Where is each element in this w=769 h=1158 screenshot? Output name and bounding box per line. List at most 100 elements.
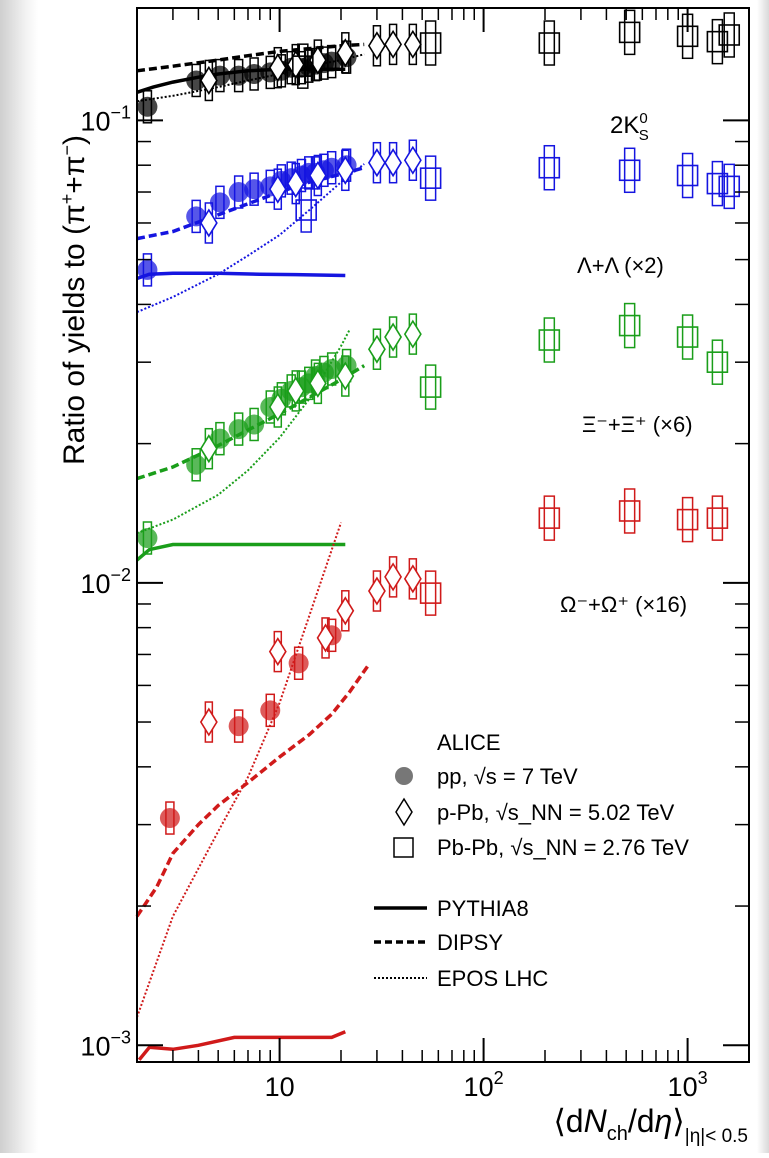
point-ppb [268,392,287,422]
y-tick-label-exp: −2 [110,565,131,585]
y-tick-label: 10−2 [80,565,131,599]
x-axis-title-sub: |η|< 0.5 [685,1126,748,1147]
syst-error-box [623,302,636,349]
point-ppb [199,434,218,464]
x-tick-label-base: 10 [668,1072,698,1102]
point-ppb [268,53,287,83]
point-pbpb [295,199,317,221]
y-axis-title: Ratio of yields to (π++π−) [57,135,91,465]
species-label-k0s-sub: S [639,127,649,144]
species-label-lambda: Λ+Λ (×2) [577,253,664,278]
syst-error-box [723,163,735,210]
y-tick-label-exp: −1 [110,102,131,122]
syst-error-box [681,314,694,360]
point-ppb [367,148,386,178]
point-pp [228,716,249,737]
point-pp [321,358,342,379]
legend-marker-square [393,837,414,858]
point-pbpb [706,351,729,373]
point-pp [244,63,265,84]
point-ppb [384,29,403,59]
syst-error-box [711,339,724,385]
y-tick-label-exp: −3 [110,1027,131,1047]
point-ppb [308,368,327,398]
y-axis-title-main: Ratio of yields to (π [58,204,91,465]
point-ppb [286,376,305,406]
syst-error-box [711,160,724,207]
x-axis-title-ch: ch [607,1123,628,1145]
point-ppb [199,65,218,95]
point-pp [288,653,309,674]
point-ppb [367,576,386,606]
point-ppb [199,208,218,238]
species-label-k0s-main: 2K [610,112,639,139]
syst-error-box [711,495,724,541]
x-axis-title-slash: /d [628,1103,655,1139]
point-pp [228,419,249,440]
syst-error-box [711,18,724,65]
syst-error-box [681,496,694,543]
legend-entry-ppb: p-Pb, √s_NN = 5.02 TeV [437,800,675,825]
syst-error-box [623,488,636,534]
x-tick-label: 103 [668,1068,708,1102]
x-axis-title-open: ⟨d [553,1103,583,1139]
x-axis-title-eta: η [655,1103,673,1139]
point-ppb [403,319,422,349]
model-curve-dotted [136,522,342,1018]
point-pbpb [618,500,641,522]
model-curve-solid [136,271,346,281]
point-pbpb [538,507,561,529]
point-ppb [336,38,355,68]
syst-error-box [681,152,694,199]
legend-entry-pp: pp, √s = 7 TeV [437,764,578,789]
point-pbpb [676,508,699,531]
point-ppb [268,637,287,667]
point-ppb [268,174,287,204]
point-ppb [384,322,403,352]
syst-error-box [543,144,556,191]
point-pbpb [676,326,699,348]
point-pbpb [706,30,729,53]
point-pbpb [538,329,561,351]
point-pbpb [718,175,741,198]
y-axis-title-mid: +π [58,155,91,193]
point-ppb [367,334,386,364]
point-pbpb [538,156,561,179]
point-pbpb [676,164,699,187]
syst-error-box [623,9,636,56]
point-pp [186,454,207,475]
y-axis-title-end: ) [58,135,91,145]
y-tick-label-base: 10 [80,1031,110,1061]
point-ppb [367,31,386,61]
point-pbpb [419,376,442,398]
x-axis-title-close: ⟩ [672,1103,684,1139]
species-label-k0s: 2K0 S [610,110,649,144]
point-pbpb [419,582,442,604]
point-pbpb [292,55,314,77]
point-ppb [384,562,403,592]
point-ppb [403,564,422,594]
point-ppb [316,623,335,653]
model-curve-dotted [136,163,365,314]
species-label-k0s-sup: 0 [639,110,647,127]
y-tick-label: 10−3 [80,1027,131,1061]
point-ppb [336,361,355,391]
point-pbpb [538,32,561,54]
point-pp [244,414,265,435]
model-curve-dashed [136,42,365,73]
point-pp [209,192,230,213]
syst-error-box [424,570,437,616]
x-tick-label: 102 [464,1068,504,1102]
point-pp [159,808,180,829]
syst-error-box [424,20,437,66]
point-pp [244,179,265,200]
point-pp [321,157,342,178]
point-pp [228,182,249,203]
point-ppb [308,160,327,191]
x-tick-label: 10 [265,1072,295,1102]
species-label-xi: Ξ⁻+Ξ⁺ (×6) [582,412,693,437]
point-ppb [336,155,355,185]
legend-model-epos: EPOS LHC [437,966,548,991]
point-pbpb [718,24,741,46]
